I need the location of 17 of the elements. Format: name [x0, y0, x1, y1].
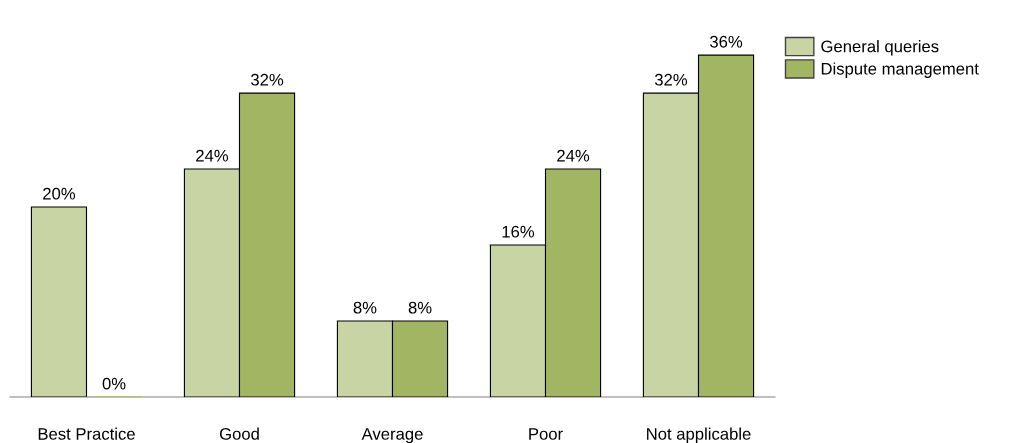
x-tick-label: Good [219, 427, 259, 440]
data-label: 20% [43, 187, 76, 200]
data-label: 24% [196, 149, 229, 162]
data-label: 24% [557, 149, 590, 162]
data-label: 0% [102, 377, 126, 390]
legend-label: General queries [821, 40, 939, 56]
x-tick-label: Best Practice [38, 427, 135, 440]
data-label: 8% [353, 301, 377, 314]
data-label: 16% [502, 225, 535, 238]
data-label: 8% [408, 301, 432, 314]
x-tick-label: Not applicable [647, 427, 751, 443]
data-label: 32% [654, 73, 688, 86]
x-tick-label: Average [361, 428, 423, 443]
data-label: 36% [710, 35, 743, 48]
legend-label: Dispute management [821, 62, 979, 78]
data-label: 32% [251, 73, 284, 86]
x-tick-label: Poor [529, 428, 563, 440]
